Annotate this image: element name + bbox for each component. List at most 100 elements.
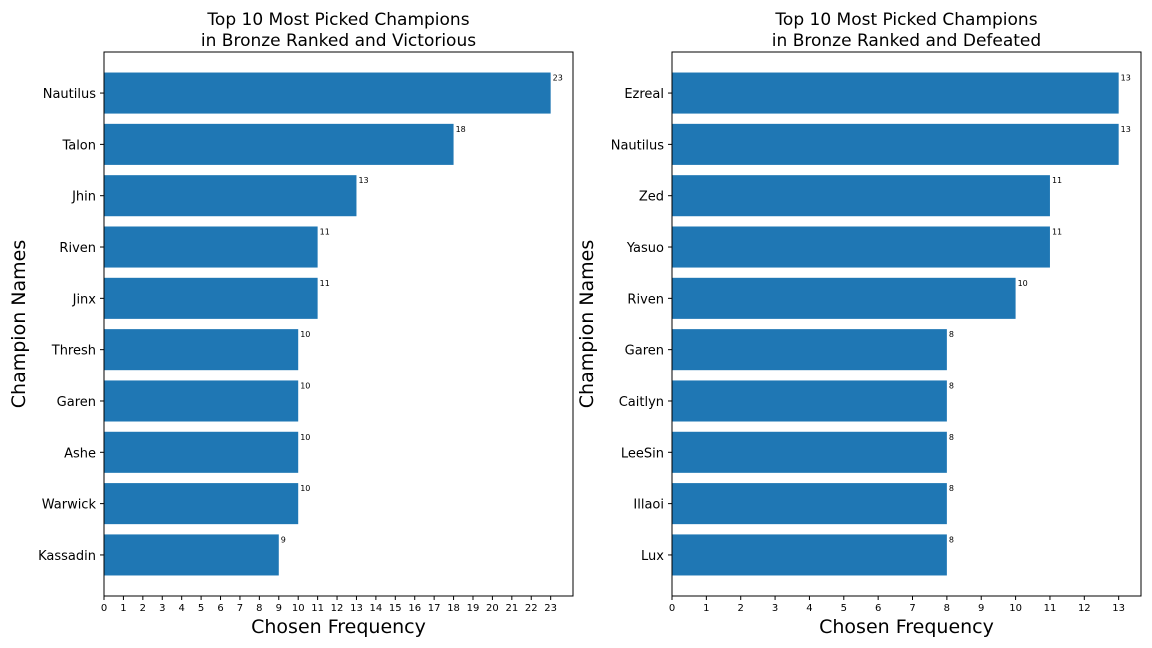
bar: [672, 277, 1016, 319]
x-tick-label: 15: [389, 603, 402, 614]
bar-value-label: 13: [1121, 74, 1131, 83]
x-tick-label: 0: [101, 603, 107, 614]
x-tick-label: 0: [669, 603, 675, 614]
x-tick-label: 3: [772, 603, 778, 614]
bar: [104, 380, 299, 422]
x-tick-label: 18: [447, 603, 460, 614]
bar: [672, 534, 947, 576]
bar-value-label: 8: [949, 381, 954, 390]
bar-value-label: 13: [1121, 125, 1131, 134]
bar-value-label: 11: [1052, 227, 1062, 236]
bar-value-label: 8: [949, 484, 954, 493]
x-tick-label: 8: [944, 603, 950, 614]
x-tick-label: 6: [217, 603, 223, 614]
bar-value-label: 8: [949, 433, 954, 442]
y-axis-label: Champion Names: [576, 240, 598, 408]
bar-value-label: 11: [1052, 176, 1062, 185]
bar-value-label: 10: [300, 484, 310, 493]
x-tick-label: 2: [140, 603, 146, 614]
bar: [104, 534, 279, 576]
bar-value-label: 10: [300, 381, 310, 390]
axes-frame: [671, 51, 1142, 597]
x-tick-label: 11: [1044, 603, 1057, 614]
x-tick-label: 10: [292, 603, 305, 614]
bar-value-label: 8: [949, 535, 954, 544]
chart-title-line-1: Top 10 Most Picked Champions: [774, 10, 1037, 30]
x-tick-label: 17: [428, 603, 441, 614]
bar: [672, 226, 1050, 268]
x-tick-label: 3: [159, 603, 165, 614]
x-tick-label: 13: [350, 603, 363, 614]
x-tick-label: 4: [178, 603, 184, 614]
y-axis-label: Champion Names: [8, 240, 30, 408]
y-tick-label: Lux: [641, 549, 664, 564]
x-tick-label: 11: [311, 603, 324, 614]
y-tick-label: Ashe: [64, 446, 96, 461]
bar: [104, 431, 299, 473]
y-tick-label: Talon: [61, 138, 96, 153]
y-tick-label: Illaoi: [633, 498, 664, 513]
bar: [672, 175, 1050, 217]
x-tick-label: 1: [120, 603, 126, 614]
y-tick-label: Jhin: [71, 190, 96, 205]
x-tick-label: 8: [256, 603, 262, 614]
bar: [104, 123, 454, 165]
x-tick-label: 10: [1009, 603, 1022, 614]
bar-value-label: 9: [281, 535, 286, 544]
bar: [104, 329, 299, 371]
x-tick-label: 14: [370, 603, 383, 614]
y-tick-label: Kassadin: [38, 549, 96, 564]
x-axis-label: Chosen Frequency: [251, 616, 426, 638]
bar-value-label: 10: [300, 433, 310, 442]
bar-value-label: 10: [1018, 279, 1028, 288]
chart-panel-2: 131311111088888EzrealNautilusZedYasuoRiv…: [576, 10, 1142, 638]
chart-panel-1: 2318131111101010109NautilusTalonJhinRive…: [8, 10, 574, 638]
y-tick-label: LeeSin: [621, 446, 664, 461]
x-tick-label: 12: [331, 603, 344, 614]
y-tick-label: Zed: [639, 190, 664, 205]
bar-value-label: 13: [358, 176, 368, 185]
y-tick-label: Riven: [59, 241, 96, 256]
x-tick-label: 13: [1112, 603, 1125, 614]
x-tick-label: 22: [525, 603, 538, 614]
bar: [672, 380, 947, 422]
y-tick-label: Thresh: [51, 344, 96, 359]
bar: [104, 175, 357, 217]
y-tick-label: Garen: [625, 344, 664, 359]
x-tick-label: 6: [875, 603, 881, 614]
x-tick-label: 7: [909, 603, 915, 614]
x-tick-label: 1: [703, 603, 709, 614]
bar-value-label: 23: [553, 74, 563, 83]
bar: [672, 123, 1119, 165]
x-tick-label: 5: [841, 603, 847, 614]
x-tick-label: 5: [198, 603, 204, 614]
bar-value-label: 18: [456, 125, 466, 134]
x-tick-label: 12: [1078, 603, 1091, 614]
y-tick-label: Nautilus: [43, 87, 96, 102]
bar: [672, 431, 947, 473]
y-tick-label: Garen: [57, 395, 96, 410]
x-tick-label: 23: [544, 603, 557, 614]
x-tick-label: 9: [978, 603, 984, 614]
bar-value-label: 11: [320, 227, 330, 236]
y-tick-label: Warwick: [42, 498, 97, 513]
bar: [672, 483, 947, 525]
x-tick-label: 2: [738, 603, 744, 614]
y-tick-label: Caitlyn: [619, 395, 664, 410]
x-tick-label: 20: [486, 603, 499, 614]
y-tick-label: Yasuo: [626, 241, 664, 256]
x-tick-label: 4: [806, 603, 812, 614]
axes-frame: [103, 51, 574, 597]
y-tick-label: Nautilus: [611, 138, 664, 153]
x-tick-label: 21: [505, 603, 518, 614]
x-tick-label: 7: [237, 603, 243, 614]
bar-value-label: 8: [949, 330, 954, 339]
chart-title-line-1: Top 10 Most Picked Champions: [206, 10, 469, 30]
bar-value-label: 10: [300, 330, 310, 339]
y-tick-label: Riven: [627, 292, 664, 307]
chart-title-line-2: in Bronze Ranked and Defeated: [772, 31, 1041, 51]
y-tick-label: Jinx: [72, 292, 97, 307]
x-axis-label: Chosen Frequency: [819, 616, 994, 638]
chart-title-line-2: in Bronze Ranked and Victorious: [201, 31, 476, 51]
